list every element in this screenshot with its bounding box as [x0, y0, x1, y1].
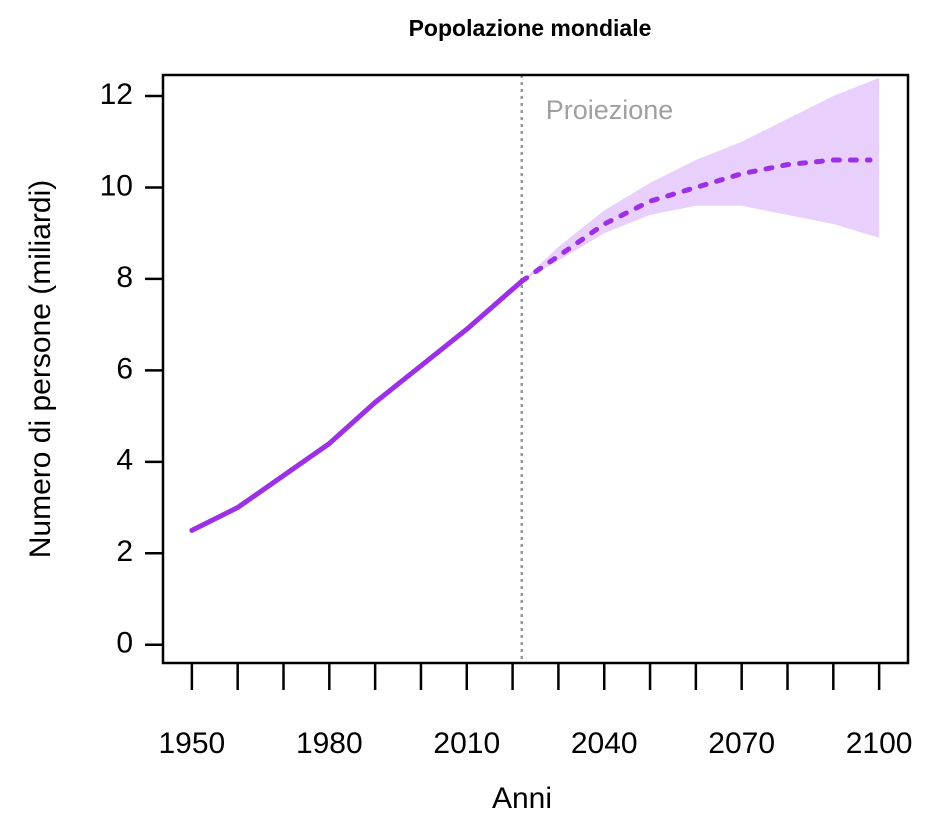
x-tick-label: 2010 — [433, 727, 500, 760]
series-line — [519, 157, 873, 284]
annotation: Proiezione — [546, 95, 674, 125]
series-line — [189, 278, 525, 533]
x-axis-label: Anni — [492, 782, 552, 815]
x-tick-label: 2100 — [846, 727, 913, 760]
chart-title: Popolazione mondiale — [409, 15, 652, 41]
y-tick-label: 8 — [116, 261, 133, 294]
y-tick-label: 12 — [100, 78, 133, 111]
y-tick-label: 0 — [116, 627, 133, 660]
uncertainty-band — [521, 77, 880, 282]
y-axis-label: Numero di persone (miliardi) — [24, 180, 57, 558]
y-tick-label: 4 — [116, 444, 133, 477]
y-tick-label: 2 — [116, 535, 133, 568]
x-tick-label: 1950 — [158, 727, 225, 760]
x-tick-label: 2040 — [571, 727, 638, 760]
x-tick-label: 1980 — [296, 727, 363, 760]
x-tick-label: 2070 — [708, 727, 775, 760]
y-tick-label: 6 — [116, 352, 133, 385]
plot-frame — [161, 73, 910, 665]
y-tick-label: 10 — [100, 169, 133, 202]
